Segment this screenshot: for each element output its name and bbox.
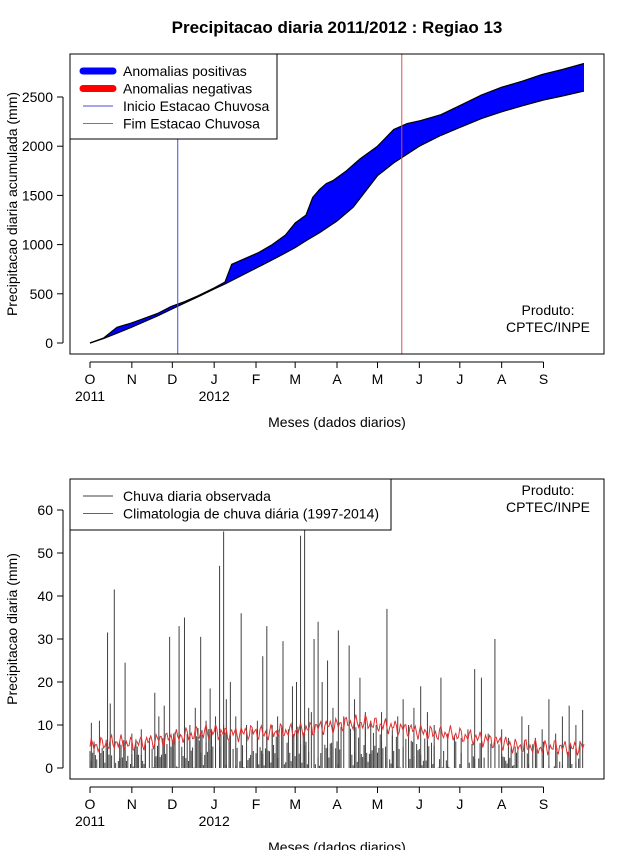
p2-annotation-line2: CPTEC/INPE	[506, 499, 590, 515]
climatology-daily-line	[89, 714, 585, 757]
p1-legend: Anomalias positivas Anomalias negativasIn…	[69, 53, 278, 140]
p1-y-tick-label: 2000	[22, 138, 53, 154]
p1-y-tick-label: 2500	[22, 89, 53, 105]
figure-title: Precipitacao diaria 2011/2012 : Regiao 1…	[172, 18, 503, 37]
climatology-cumulative-line	[89, 90, 585, 344]
observed-cumulative-line	[89, 62, 585, 344]
p1-x-tick-label: O	[85, 371, 96, 387]
p1-y-tick-label: 1500	[22, 187, 53, 203]
p2-x-tick-label: A	[497, 796, 507, 812]
p1-legend-label: Anomalias positivas	[123, 63, 247, 79]
p2-annotation-line1: Produto:	[522, 482, 575, 498]
p1-x-tick-label: J	[416, 371, 423, 387]
cumulative-precipitation-chart: 0 500 1000 1500 2000 2500 O N D J F M A M J J A S 2011 2012…	[4, 53, 605, 430]
p2-y-tick-label: 50	[37, 545, 53, 561]
p2-year-label: 2011	[75, 813, 105, 829]
p2-y-tick-label: 60	[37, 502, 53, 518]
p2-x-tick-label: M	[289, 796, 301, 812]
p2-x-tick-label: D	[167, 796, 177, 812]
p2-x-tick-label: S	[539, 796, 548, 812]
p1-year-label: 2011	[75, 388, 105, 404]
p2-y-axis-title: Precipitacao diaria (mm)	[4, 553, 20, 705]
p1-x-tick-label: J	[211, 371, 218, 387]
p2-y-tick-label: 0	[45, 760, 53, 776]
p1-y-tick-label: 1000	[22, 237, 53, 253]
p1-legend-label: Fim Estacao Chuvosa	[123, 116, 260, 132]
positive-anomaly-area	[90, 63, 584, 343]
p2-year-label: 2012	[199, 813, 230, 829]
p1-x-tick-label: M	[289, 371, 301, 387]
p1-x-tick-label: A	[497, 371, 507, 387]
p2-x-tick-label: M	[372, 796, 384, 812]
p1-x-tick-label: N	[127, 371, 137, 387]
p2-x-tick-label: J	[456, 796, 463, 812]
p1-x-tick-label: S	[539, 371, 548, 387]
p2-legend-label: Climatologia de chuva diária (1997-2014)	[123, 506, 379, 522]
p2-y-tick-label: 40	[37, 588, 53, 604]
p1-x-tick-label: J	[456, 371, 463, 387]
p1-annotation-line1: Produto:	[522, 302, 575, 318]
p2-legend-label: Chuva diaria observada	[123, 488, 271, 504]
p2-legend: Chuva diaria observada Climatologia de ch…	[69, 478, 392, 531]
p2-x-tick-label: J	[211, 796, 218, 812]
p2-y-tick-label: 10	[37, 717, 53, 733]
daily-precipitation-chart: 0 10 20 30 40 50 60 O N D J F M A M J J A S 2011 2012 Meses (…	[4, 478, 605, 850]
observed-rain-bars	[89, 518, 584, 768]
p2-y-tick-label: 20	[37, 674, 53, 690]
p1-y-tick-label: 500	[30, 286, 54, 302]
p1-legend-label: Anomalias negativas	[123, 81, 252, 97]
p2-legend-box	[69, 478, 392, 531]
p1-x-tick-label: M	[372, 371, 384, 387]
p1-annotation-line2: CPTEC/INPE	[506, 319, 590, 335]
p1-x-axis-title: Meses (dados diarios)	[268, 414, 406, 430]
p1-x-tick-label: F	[252, 371, 261, 387]
p2-x-tick-label: O	[85, 796, 96, 812]
p2-x-axis-title: Meses (dados diarios)	[268, 839, 406, 850]
p1-legend-label: Inicio Estacao Chuvosa	[123, 98, 270, 114]
p1-x-tick-label: D	[167, 371, 177, 387]
p2-x-tick-label: N	[127, 796, 137, 812]
p2-x-tick-label: J	[416, 796, 423, 812]
p1-x-tick-label: A	[332, 371, 342, 387]
p1-year-label: 2012	[199, 388, 230, 404]
p1-plot-frame	[69, 53, 605, 355]
p1-y-axis-title: Precipitacao diaria acumulada (mm)	[4, 92, 20, 316]
p2-y-tick-label: 30	[37, 631, 53, 647]
p2-x-tick-label: F	[252, 796, 261, 812]
p2-x-tick-label: A	[332, 796, 342, 812]
p1-y-tick-label: 0	[45, 335, 53, 351]
